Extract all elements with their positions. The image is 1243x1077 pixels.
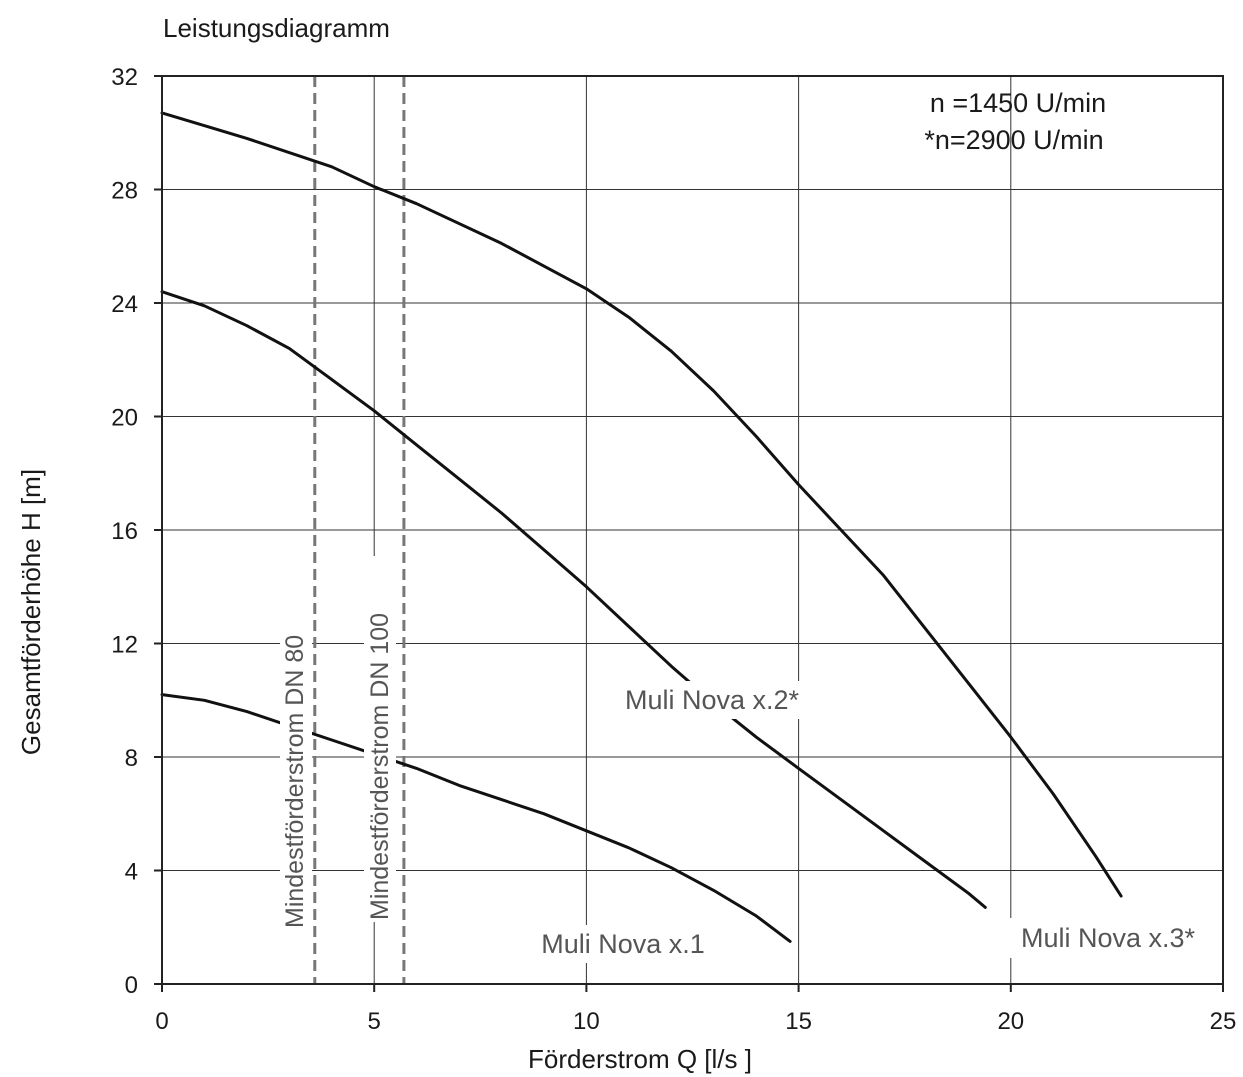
y-tick-label: 20 (111, 405, 138, 432)
series-label-x1: Muli Nova x.1 (541, 929, 705, 959)
ref-label-bg-dn80 (280, 578, 312, 930)
gridlines (161, 75, 1224, 985)
x-tick-label: 15 (785, 1008, 812, 1035)
y-tick-label: 16 (111, 518, 138, 545)
x-axis-title: Förderstrom Q [l/s ] (528, 1044, 752, 1074)
x-tick-label: 10 (573, 1008, 600, 1035)
series-labels: Muli Nova x.1 Muli Nova x.2* Muli Nova x… (524, 681, 1217, 963)
reference-line-labels: Mindestförderstrom DN 80 Mindestförderst… (280, 556, 396, 930)
reference-lines (313, 76, 406, 984)
series-label-x2: Muli Nova x.2* (625, 685, 800, 715)
speed-note-line-1: n =1450 U/min (930, 88, 1106, 118)
series-label-bg-x1 (524, 925, 726, 963)
ref-label-bg-dn100 (364, 556, 396, 922)
speed-note-line-2: *n=2900 U/min (924, 125, 1103, 155)
y-tick-label: 24 (111, 291, 138, 318)
ref-label-dn100: Mindestförderstrom DN 100 (366, 613, 394, 920)
series-line-3 (160, 111, 1123, 898)
chart-title: Leistungsdiagramm (163, 13, 390, 43)
y-tick-label: 32 (111, 64, 138, 91)
series-lines (160, 111, 1123, 943)
x-tick-label: 5 (368, 1008, 381, 1035)
series-label-bg-x2 (604, 681, 816, 719)
y-tick-label: 4 (125, 859, 138, 886)
series-label-x3: Muli Nova x.3* (1021, 923, 1196, 953)
x-tick-label: 25 (1210, 1008, 1237, 1035)
series-line-2 (160, 290, 987, 909)
series-label-bg-x3 (1003, 918, 1217, 958)
ref-label-dn80: Mindestförderstrom DN 80 (281, 635, 309, 928)
y-tick-label: 12 (111, 632, 138, 659)
y-tick-labels: 0 4 8 12 16 20 24 28 32 (111, 64, 162, 999)
y-axis-title: Gesamtförderhöhe H [m] (16, 469, 46, 755)
x-tick-label: 20 (997, 1008, 1024, 1035)
y-tick-label: 8 (125, 745, 138, 772)
x-tick-label: 0 (155, 1008, 168, 1035)
speed-note: n =1450 U/min *n=2900 U/min (924, 88, 1106, 155)
x-tick-labels: 0 5 10 15 20 25 (155, 984, 1236, 1035)
y-tick-label: 0 (125, 972, 138, 999)
series-line-1 (160, 693, 792, 943)
y-tick-label: 28 (111, 178, 138, 205)
